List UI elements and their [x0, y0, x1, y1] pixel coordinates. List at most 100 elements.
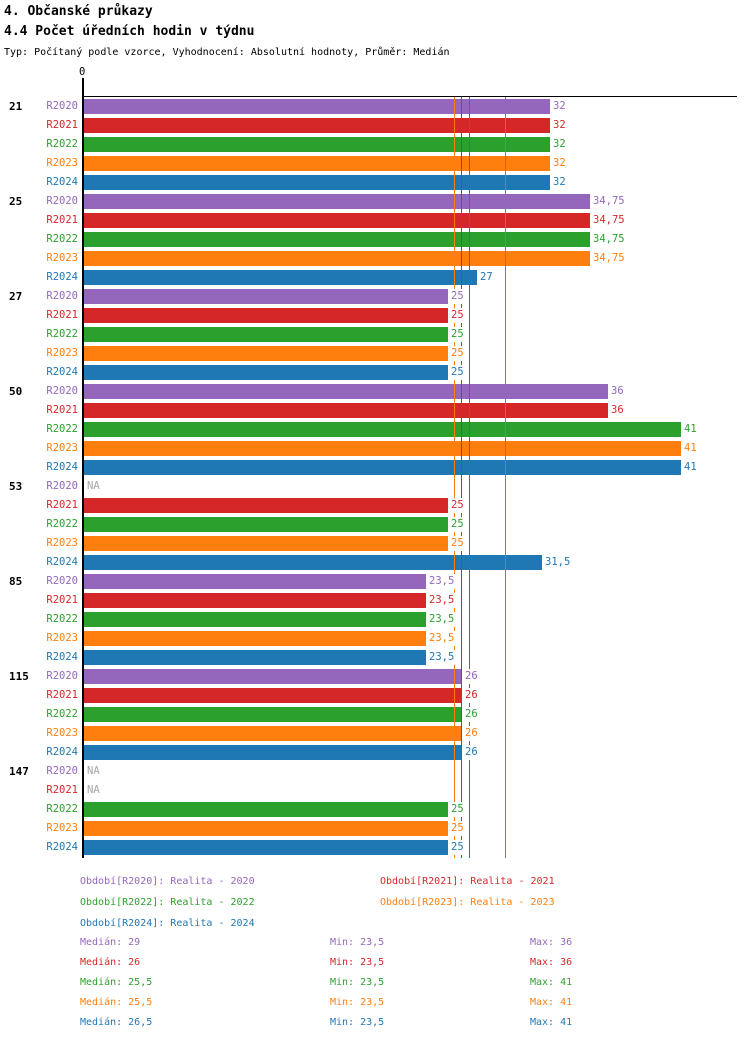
bar — [84, 536, 448, 551]
bar-value-label: 32 — [551, 137, 568, 152]
bar — [84, 441, 681, 456]
bar-value-label: 25 — [449, 308, 466, 323]
bar-value-label: 32 — [551, 156, 568, 171]
bar-value-label: 31,5 — [543, 555, 573, 570]
bar — [84, 384, 608, 399]
series-row-label: R2024 — [46, 556, 78, 568]
bar — [84, 270, 477, 285]
bar-value-label: 25 — [449, 840, 466, 855]
bar-value-label: 25 — [449, 821, 466, 836]
bar — [84, 422, 681, 437]
median-line-R2021 — [461, 97, 462, 858]
series-row-label: R2020 — [46, 290, 78, 302]
bar-value-label: 26 — [463, 745, 480, 760]
series-row-label: R2021 — [46, 214, 78, 226]
bar — [84, 612, 426, 627]
bar — [84, 156, 550, 171]
bar — [84, 365, 448, 380]
series-row-label: R2024 — [46, 271, 78, 283]
bar-value-label: 25 — [449, 498, 466, 513]
bar-value-label: 41 — [682, 441, 699, 456]
bar — [84, 213, 590, 228]
series-row-label: R2021 — [46, 689, 78, 701]
category-label: 115 — [9, 670, 29, 683]
bar — [84, 251, 590, 266]
bar — [84, 726, 462, 741]
bar-value-label: 26 — [463, 726, 480, 741]
category-label: 21 — [9, 100, 23, 113]
bar — [84, 99, 550, 114]
category-label: 147 — [9, 765, 29, 778]
bar — [84, 403, 608, 418]
bar-value-label: 34,75 — [591, 194, 627, 209]
bar-value-label: 23,5 — [427, 574, 457, 589]
bar-value-label: 34,75 — [591, 213, 627, 228]
bar-value-label: 26 — [463, 688, 480, 703]
bar — [84, 669, 462, 684]
x-axis-zero-tick-label: 0 — [79, 66, 86, 78]
bar — [84, 593, 426, 608]
stat-median-R2023: Medián: 25,5 — [80, 997, 153, 1008]
bar-value-label: 25 — [449, 536, 466, 551]
bar — [84, 688, 462, 703]
series-row-label: R2023 — [46, 252, 78, 264]
series-row-label: R2021 — [46, 309, 78, 321]
stat-max-R2024: Max: 41 — [530, 1017, 573, 1028]
bar-value-label: 41 — [682, 460, 699, 475]
bar-value-label: 25 — [449, 289, 466, 304]
na-value-label: NA — [87, 765, 100, 777]
bar-value-label: 34,75 — [591, 232, 627, 247]
x-axis-line — [82, 96, 737, 97]
series-row-label: R2022 — [46, 518, 78, 530]
chart-meta-info: Typ: Počítaný podle vzorce, Vyhodnocení:… — [4, 47, 450, 58]
bar-value-label: 41 — [682, 422, 699, 437]
series-row-label: R2022 — [46, 803, 78, 815]
stat-max-R2021: Max: 36 — [530, 957, 573, 968]
series-row-label: R2021 — [46, 404, 78, 416]
series-row-label: R2023 — [46, 537, 78, 549]
series-row-label: R2023 — [46, 157, 78, 169]
category-label: 27 — [9, 290, 23, 303]
bar-value-label: 36 — [609, 384, 626, 399]
series-row-label: R2024 — [46, 461, 78, 473]
chart-title: 4.4 Počet úředních hodin v týdnu — [4, 24, 255, 39]
stat-median-R2024: Medián: 26,5 — [80, 1017, 153, 1028]
series-row-label: R2021 — [46, 594, 78, 606]
category-label: 53 — [9, 480, 23, 493]
series-row-label: R2020 — [46, 385, 78, 397]
stat-min-R2021: Min: 23,5 — [330, 957, 385, 968]
bar — [84, 308, 448, 323]
y-axis-line — [82, 78, 84, 858]
stat-max-R2020: Max: 36 — [530, 937, 573, 948]
series-row-label: R2023 — [46, 822, 78, 834]
na-value-label: NA — [87, 480, 100, 492]
series-row-label: R2024 — [46, 841, 78, 853]
stat-max-R2023: Max: 41 — [530, 997, 573, 1008]
bar — [84, 232, 590, 247]
series-row-label: R2021 — [46, 119, 78, 131]
stat-median-R2021: Medián: 26 — [80, 957, 141, 968]
series-row-label: R2023 — [46, 632, 78, 644]
bar — [84, 840, 448, 855]
series-row-label: R2021 — [46, 499, 78, 511]
legend-item-R2021: Období[R2021]: Realita - 2021 — [380, 876, 555, 887]
bar-value-label: 27 — [478, 270, 495, 285]
bar-value-label: 26 — [463, 707, 480, 722]
stat-median-R2020: Medián: 29 — [80, 937, 141, 948]
series-row-label: R2024 — [46, 651, 78, 663]
legend-item-R2024: Období[R2024]: Realita - 2024 — [80, 918, 255, 929]
series-row-label: R2022 — [46, 423, 78, 435]
series-row-label: R2024 — [46, 746, 78, 758]
bar-value-label: 32 — [551, 175, 568, 190]
bar-value-label: 36 — [609, 403, 626, 418]
bar — [84, 707, 462, 722]
stat-min-R2022: Min: 23,5 — [330, 977, 385, 988]
bar — [84, 745, 462, 760]
series-row-label: R2020 — [46, 670, 78, 682]
bar-value-label: 25 — [449, 517, 466, 532]
stat-min-R2020: Min: 23,5 — [330, 937, 385, 948]
bar-value-label: 34,75 — [591, 251, 627, 266]
bar — [84, 821, 448, 836]
category-label: 25 — [9, 195, 23, 208]
bar-value-label: 25 — [449, 327, 466, 342]
